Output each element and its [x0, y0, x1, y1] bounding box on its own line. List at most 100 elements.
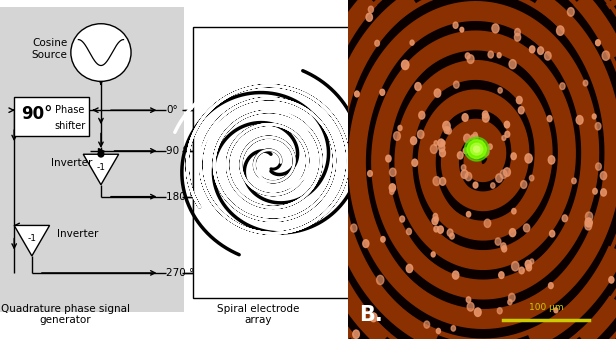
- Circle shape: [434, 226, 439, 232]
- Circle shape: [514, 28, 521, 36]
- Circle shape: [519, 267, 524, 274]
- Circle shape: [567, 7, 574, 16]
- Circle shape: [447, 229, 453, 236]
- Circle shape: [600, 172, 607, 180]
- Circle shape: [424, 321, 429, 328]
- Circle shape: [505, 131, 510, 137]
- Circle shape: [595, 122, 601, 130]
- Circle shape: [488, 51, 493, 58]
- Circle shape: [71, 24, 131, 81]
- Circle shape: [368, 171, 372, 177]
- Circle shape: [500, 170, 507, 178]
- Circle shape: [394, 132, 400, 140]
- Circle shape: [547, 116, 552, 122]
- Text: 90 °: 90 °: [166, 146, 188, 156]
- Circle shape: [504, 168, 511, 176]
- Text: Quadrature phase signal
generator: Quadrature phase signal generator: [1, 304, 130, 325]
- Circle shape: [439, 144, 445, 152]
- Circle shape: [525, 154, 532, 163]
- Circle shape: [465, 172, 472, 181]
- Circle shape: [554, 308, 558, 313]
- Circle shape: [501, 243, 506, 250]
- Circle shape: [415, 82, 421, 91]
- Circle shape: [375, 40, 379, 46]
- Circle shape: [602, 51, 609, 60]
- Polygon shape: [83, 154, 119, 185]
- Text: Inverter: Inverter: [51, 158, 93, 168]
- Circle shape: [576, 116, 583, 124]
- Circle shape: [437, 226, 444, 233]
- Circle shape: [482, 111, 488, 118]
- Circle shape: [351, 224, 357, 232]
- Text: -1: -1: [97, 163, 105, 172]
- Circle shape: [473, 135, 478, 141]
- Circle shape: [440, 178, 446, 185]
- Circle shape: [453, 81, 459, 88]
- Circle shape: [465, 53, 470, 59]
- Circle shape: [353, 330, 359, 338]
- Circle shape: [498, 88, 502, 93]
- Circle shape: [530, 259, 534, 264]
- FancyBboxPatch shape: [14, 97, 89, 136]
- Circle shape: [562, 215, 567, 222]
- Circle shape: [545, 52, 551, 60]
- Circle shape: [434, 89, 440, 97]
- Bar: [0, 7, 184, 312]
- Circle shape: [502, 136, 506, 140]
- Circle shape: [549, 231, 555, 237]
- Circle shape: [434, 141, 438, 146]
- Circle shape: [460, 27, 464, 32]
- Text: 90°: 90°: [21, 105, 53, 123]
- Circle shape: [398, 125, 402, 131]
- Ellipse shape: [474, 146, 480, 152]
- Circle shape: [431, 252, 435, 257]
- Circle shape: [593, 188, 598, 194]
- Circle shape: [482, 114, 489, 122]
- Circle shape: [432, 217, 438, 225]
- Circle shape: [502, 246, 507, 252]
- Circle shape: [596, 40, 601, 46]
- Circle shape: [592, 114, 596, 119]
- FancyBboxPatch shape: [193, 27, 349, 298]
- Circle shape: [497, 53, 501, 58]
- Circle shape: [525, 260, 532, 268]
- Circle shape: [464, 134, 471, 143]
- Circle shape: [548, 283, 553, 288]
- Circle shape: [453, 22, 458, 28]
- Circle shape: [474, 308, 481, 316]
- Circle shape: [381, 237, 385, 242]
- Circle shape: [434, 217, 439, 222]
- Circle shape: [402, 60, 409, 69]
- Circle shape: [495, 238, 501, 245]
- Circle shape: [538, 47, 543, 55]
- Text: Inverter: Inverter: [57, 229, 98, 239]
- Text: 180 °: 180 °: [166, 192, 195, 202]
- Circle shape: [462, 114, 468, 121]
- Text: 0°: 0°: [166, 105, 178, 115]
- Circle shape: [463, 148, 468, 154]
- Circle shape: [548, 156, 555, 164]
- Circle shape: [529, 46, 535, 53]
- Text: 100 μm: 100 μm: [529, 303, 564, 312]
- Circle shape: [526, 264, 532, 271]
- Circle shape: [418, 130, 424, 139]
- Circle shape: [596, 163, 601, 170]
- Circle shape: [512, 208, 516, 214]
- Circle shape: [431, 144, 437, 154]
- Circle shape: [497, 308, 502, 314]
- Circle shape: [601, 189, 606, 196]
- Circle shape: [407, 228, 411, 235]
- Text: Phase: Phase: [55, 105, 84, 115]
- Circle shape: [436, 328, 440, 334]
- Circle shape: [451, 325, 455, 331]
- Text: -1: -1: [27, 235, 36, 243]
- Text: Cosine
Source: Cosine Source: [31, 38, 67, 60]
- Circle shape: [484, 219, 491, 227]
- Circle shape: [433, 177, 440, 185]
- Circle shape: [389, 184, 395, 192]
- Circle shape: [518, 106, 524, 114]
- Circle shape: [467, 55, 474, 63]
- Circle shape: [461, 170, 468, 179]
- Circle shape: [443, 121, 450, 131]
- Circle shape: [492, 24, 499, 33]
